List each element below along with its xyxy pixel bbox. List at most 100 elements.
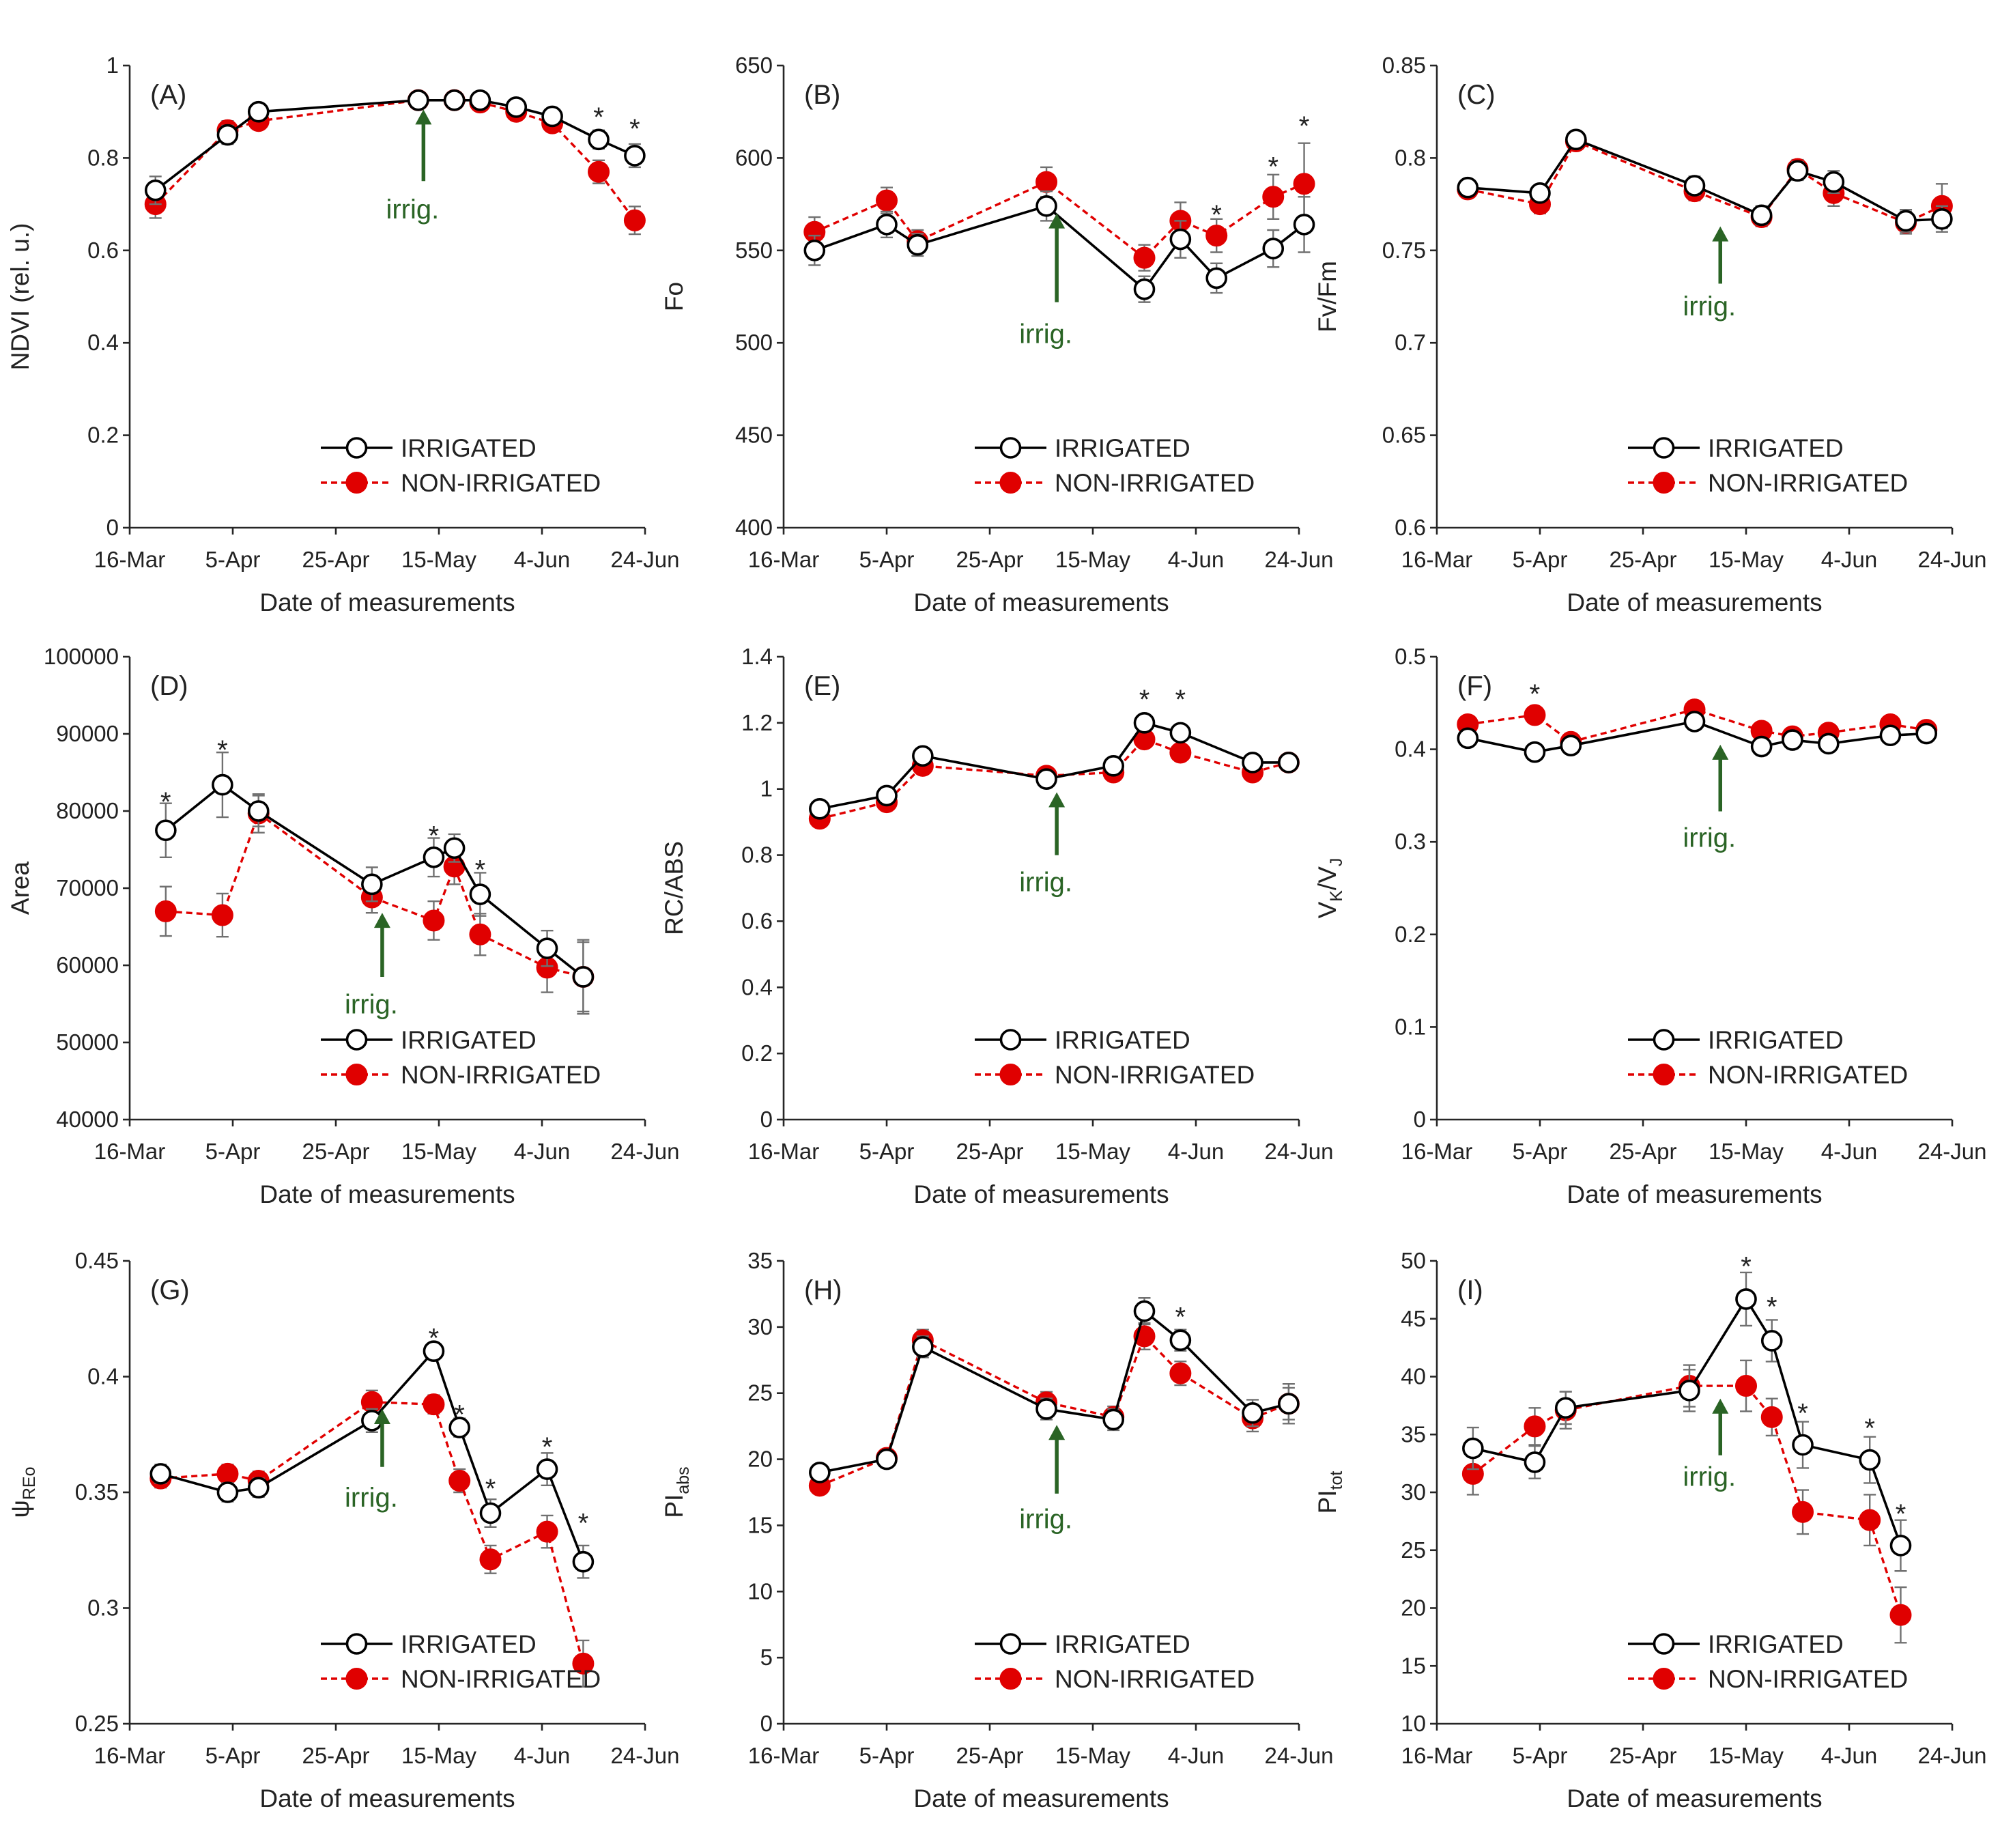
- y-axis-label-main: NDVI (rel. u.): [6, 223, 34, 371]
- data-point: [1760, 1330, 1783, 1352]
- y-tick-label: 0: [760, 1107, 773, 1132]
- y-tick-label: 40: [1401, 1364, 1426, 1389]
- x-tick-label: 24-Jun: [1265, 547, 1334, 572]
- x-tick-label: 25-Apr: [1609, 547, 1676, 572]
- y-tick-label: 0.2: [87, 423, 119, 448]
- y-tick-label: 1: [106, 53, 119, 78]
- significance-star: *: [429, 821, 440, 851]
- y-tick-label: 0.3: [1395, 829, 1426, 854]
- x-tick-label: 25-Apr: [302, 1139, 369, 1164]
- legend: IRRIGATED NON-IRRIGATED: [1628, 1026, 1908, 1089]
- y-tick-label: 0.8: [87, 145, 119, 170]
- data-point: [588, 160, 610, 183]
- data-point: [1683, 711, 1706, 733]
- y-tick-label: 15: [1401, 1653, 1426, 1678]
- y-tick-label: 5: [760, 1645, 773, 1670]
- data-point: [1035, 171, 1058, 193]
- y-tick-label: 35: [1401, 1421, 1426, 1447]
- x-tick-label: 15-May: [1055, 1139, 1131, 1164]
- y-tick-label: 0.25: [75, 1711, 119, 1736]
- legend-label-non-irrigated: NON-IRRIGATED: [1055, 1665, 1255, 1693]
- series-line: [160, 1401, 585, 1664]
- legend-label-irrigated: IRRIGATED: [1055, 434, 1190, 462]
- x-tick-label: 4-Jun: [514, 1139, 571, 1164]
- significance-star: *: [1175, 685, 1186, 715]
- legend-label-irrigated: IRRIGATED: [1708, 1026, 1844, 1054]
- y-tick-label: 0.45: [75, 1248, 119, 1273]
- irrigation-label: irrig.: [1019, 319, 1072, 350]
- y-tick-label: 80000: [56, 798, 119, 823]
- data-point: [623, 209, 646, 231]
- data-point: [1457, 727, 1479, 750]
- data-point: [803, 239, 826, 261]
- y-tick-label: 10: [747, 1578, 773, 1604]
- y-tick-label: 0.2: [1395, 922, 1426, 947]
- y-tick-label: 0.5: [1395, 644, 1426, 669]
- y-axis-label-main: PI: [660, 1494, 688, 1518]
- x-tick-label: 24-Jun: [1918, 547, 1987, 572]
- legend-label-irrigated: IRRIGATED: [1708, 1630, 1844, 1658]
- y-tick-label: 0.2: [741, 1040, 773, 1066]
- y-tick-label: 90000: [56, 721, 119, 746]
- series-non-irrigated: [154, 793, 595, 1013]
- data-point: [1524, 741, 1546, 763]
- data-point: [216, 124, 239, 146]
- data-point: [479, 1548, 502, 1571]
- panel-label: (A): [150, 80, 186, 110]
- x-tick-label: 16-Mar: [94, 1743, 166, 1768]
- series-irrigated: [155, 751, 595, 1015]
- arrow-up-icon: [1712, 226, 1729, 242]
- legend-label-non-irrigated: NON-IRRIGATED: [1708, 469, 1908, 497]
- y-axis-label-sub: K: [1327, 890, 1346, 902]
- data-point: [1205, 225, 1228, 247]
- x-tick-label: 16-Mar: [94, 1139, 166, 1164]
- y-axis-label-sub: REo: [20, 1466, 39, 1500]
- data-point: [247, 100, 270, 123]
- data-point: [423, 1393, 445, 1416]
- panel-label: (F): [1457, 671, 1492, 701]
- panel-label: (C): [1457, 80, 1496, 110]
- data-point: [536, 937, 558, 959]
- series-line: [154, 98, 635, 192]
- legend: IRRIGATED NON-IRRIGATED: [975, 434, 1255, 497]
- data-point: [1293, 173, 1315, 195]
- x-axis-label: Date of measurements: [259, 1180, 515, 1208]
- x-tick-label: 24-Jun: [611, 1139, 680, 1164]
- arrow-up-icon: [415, 109, 432, 125]
- significance-star: *: [629, 114, 640, 144]
- legend-marker-irrigated: [999, 437, 1022, 459]
- legend-label-non-irrigated: NON-IRRIGATED: [1055, 469, 1255, 497]
- y-axis-label: PItot: [1313, 1471, 1346, 1514]
- y-tick-label: 60000: [56, 952, 119, 978]
- legend-label-irrigated: IRRIGATED: [1055, 1630, 1190, 1658]
- irrigation-label: irrig.: [386, 195, 439, 225]
- legend-label-irrigated: IRRIGATED: [1708, 434, 1844, 462]
- panel-label: (E): [804, 671, 840, 701]
- data-point: [809, 1462, 831, 1483]
- irrigation-label: irrig.: [345, 990, 398, 1020]
- panel-f: 0 0.1 0.2 0.3 0.4 0.5 16-Mar 5-Apr 25-Apr 15-May 4…: [1313, 644, 1986, 1208]
- y-tick-label: 1: [760, 776, 773, 801]
- legend-marker-irrigated: [1653, 1633, 1675, 1655]
- series-line: [814, 180, 1305, 259]
- y-tick-label: 25: [747, 1380, 773, 1406]
- data-point: [211, 904, 233, 926]
- data-point: [809, 797, 831, 820]
- panel-label: (G): [150, 1275, 190, 1305]
- data-point: [1859, 1449, 1881, 1471]
- data-point: [469, 89, 491, 111]
- series-irrigated: [803, 190, 1315, 303]
- legend-label-non-irrigated: NON-IRRIGATED: [1708, 1061, 1908, 1089]
- data-point: [361, 873, 383, 896]
- legend-label-non-irrigated: NON-IRRIGATED: [401, 469, 601, 497]
- legend-marker-non-irrigated: [999, 1668, 1022, 1690]
- data-point: [448, 1470, 471, 1492]
- y-tick-label: 500: [735, 330, 773, 355]
- series-irrigated: [1462, 1271, 1912, 1572]
- data-point: [1133, 246, 1156, 269]
- y-tick-label: 30: [1401, 1479, 1426, 1505]
- y-tick-label: 0.4: [87, 330, 119, 355]
- legend-marker-irrigated: [999, 1029, 1022, 1051]
- x-axis-label: Date of measurements: [1567, 1785, 1822, 1813]
